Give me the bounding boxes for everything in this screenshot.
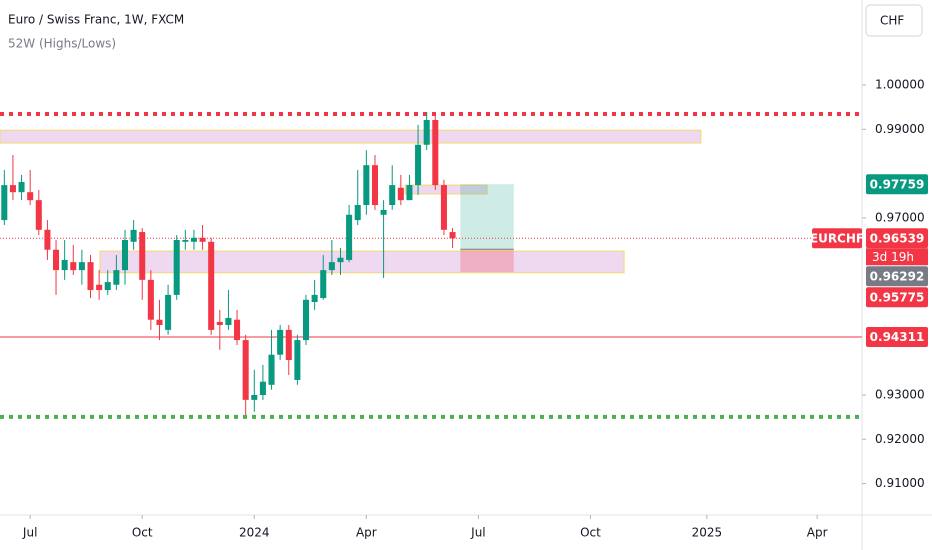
price-label: 0.94311	[870, 330, 925, 344]
candle-body	[190, 237, 197, 242]
candle-body	[371, 165, 378, 206]
x-tick-label: Oct	[132, 526, 153, 540]
indicator-name: 52W (Highs/Lows)	[8, 37, 116, 51]
candle-body	[389, 185, 396, 206]
countdown: 3d 19h	[872, 250, 914, 264]
candle-body	[320, 270, 327, 299]
candle-body	[44, 229, 51, 250]
candle-body	[182, 240, 189, 242]
candle-body	[9, 185, 16, 193]
candle-body	[104, 282, 111, 291]
candle-body	[53, 249, 60, 271]
x-tick-label: 2024	[239, 526, 270, 540]
candle-body	[113, 270, 120, 285]
candle-body	[380, 209, 387, 215]
candle-body	[156, 319, 163, 326]
candle-body	[311, 294, 318, 303]
candle-body	[251, 394, 258, 400]
candle-body	[346, 214, 353, 260]
candle-body	[130, 229, 137, 242]
candle-body	[294, 340, 301, 380]
x-tick-label: 2025	[692, 526, 723, 540]
y-tick-label: 0.93000	[875, 387, 925, 401]
x-tick-label: Jul	[22, 526, 37, 540]
candle-body	[173, 240, 180, 295]
x-tick-label: Apr	[356, 526, 377, 540]
candle-body	[147, 279, 154, 320]
loss-area	[460, 249, 514, 273]
price-label: 0.96539	[870, 231, 925, 245]
candle-body	[139, 232, 146, 280]
price-label: 0.97759	[870, 177, 925, 191]
price-label-box	[866, 228, 928, 249]
zone	[99, 250, 625, 274]
candle-body	[78, 262, 85, 271]
symbol-label: EURCHF	[810, 231, 864, 245]
candle-body	[35, 200, 42, 230]
candle-body	[302, 299, 310, 341]
candle-body	[87, 262, 94, 291]
price-label-box	[866, 326, 928, 347]
candle-body	[234, 319, 241, 341]
candle-body	[121, 240, 129, 271]
x-tick-label: Jul	[470, 526, 485, 540]
candle-body	[27, 192, 34, 201]
candle-body	[259, 381, 266, 395]
symbol-box	[812, 228, 862, 249]
candle-body	[61, 259, 68, 271]
candle-body	[18, 181, 25, 193]
candle-body	[397, 187, 404, 201]
candle-body	[242, 340, 249, 400]
y-tick-label: 1.00000	[875, 78, 925, 92]
price-label-box	[866, 287, 928, 308]
x-tick-label: Oct	[580, 526, 601, 540]
chart-title: Euro / Swiss Franc, 1W, FXCM	[8, 13, 184, 27]
price-label-box	[866, 174, 928, 195]
candle-body	[415, 144, 422, 186]
profit-area	[460, 184, 514, 250]
candle-body	[406, 185, 413, 201]
candle-body	[440, 185, 447, 230]
candle-body	[363, 165, 370, 206]
currency-button-label[interactable]: CHF	[880, 14, 904, 28]
candle-body	[96, 284, 103, 291]
candle-body	[449, 232, 456, 239]
candle-body	[225, 317, 232, 326]
price-label-box	[866, 266, 928, 287]
y-tick-label: 0.92000	[875, 432, 925, 446]
x-tick-label: Apr	[807, 526, 828, 540]
candle-body	[199, 237, 206, 242]
candle-body	[354, 205, 361, 221]
y-tick-label: 0.99000	[875, 122, 925, 136]
y-tick-label: 0.91000	[875, 476, 925, 490]
zone	[0, 129, 702, 144]
price-label: 0.96292	[870, 269, 925, 283]
candle-body	[337, 257, 344, 263]
candle-body	[165, 294, 172, 330]
candle-body	[1, 185, 8, 221]
countdown-box	[866, 248, 928, 266]
candle-body	[285, 329, 292, 361]
currency-button[interactable]	[865, 4, 923, 37]
price-label: 0.95775	[870, 290, 925, 304]
candle-body	[268, 354, 275, 385]
candle-body	[328, 262, 335, 271]
candle-body	[216, 321, 223, 326]
candle-body	[423, 120, 430, 145]
candle-body	[277, 329, 284, 355]
candle-body	[432, 120, 439, 186]
candle-body	[208, 241, 215, 330]
candle-body	[70, 262, 77, 271]
y-tick-label: 0.97000	[875, 210, 925, 224]
